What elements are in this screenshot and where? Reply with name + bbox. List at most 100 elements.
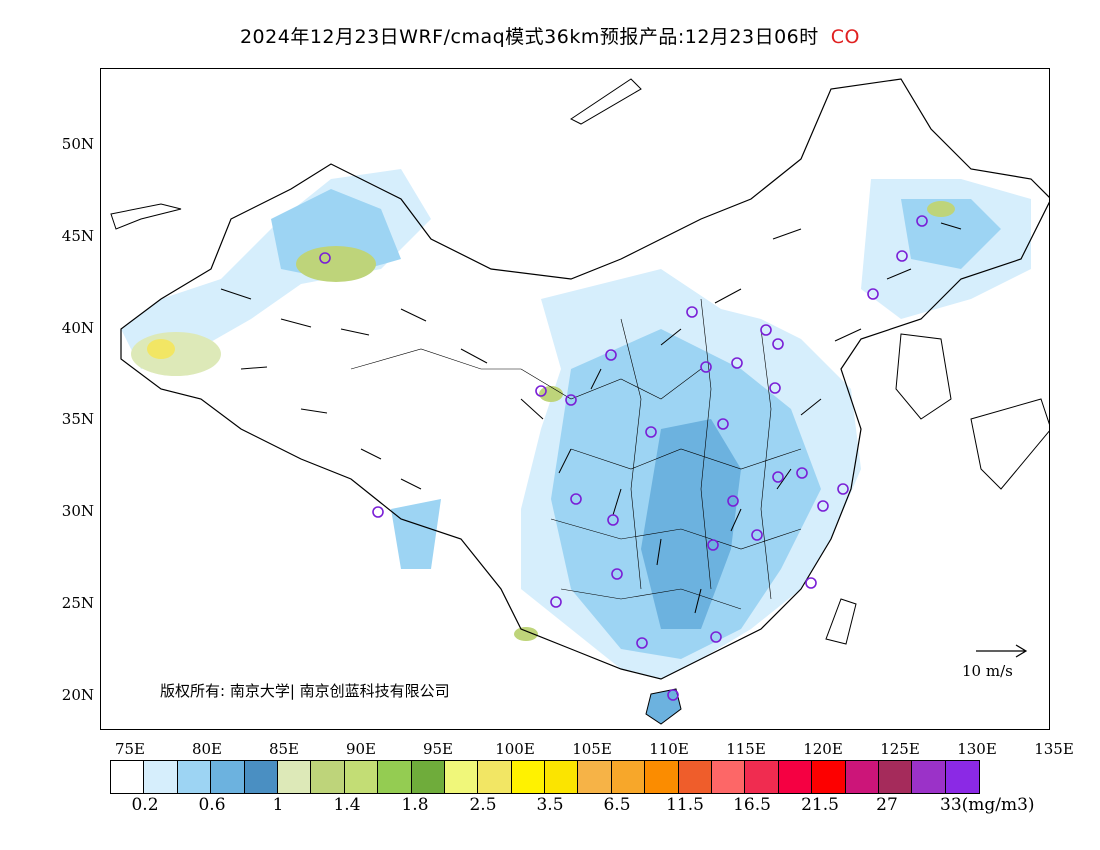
station-yinchuan	[605, 349, 617, 361]
station-nanjing	[796, 467, 808, 479]
station-urumqi	[319, 252, 331, 264]
lon-tick-120e: 120E	[803, 740, 843, 758]
station-hefei	[772, 471, 784, 483]
colorbar-label-1-4: 1.4	[333, 795, 361, 815]
colorbar-label-21-5: 21.5	[801, 795, 839, 815]
station-jinan	[769, 382, 781, 394]
lat-tick-35n: 35N	[61, 410, 94, 428]
japan-coast	[970, 398, 1049, 490]
lon-tick-125e: 125E	[880, 740, 920, 758]
lake-baikal	[570, 78, 642, 125]
colorbar-cell-23	[878, 761, 913, 793]
station-changsha	[707, 539, 719, 551]
colorbar-label-33-unit: 33(mg/m3)	[940, 795, 1035, 815]
colorbar-label-1: 1	[272, 795, 284, 815]
colorbar-cell-22	[845, 761, 879, 793]
station-shenyang	[867, 288, 879, 300]
station-taiyuan	[700, 361, 712, 373]
hotspot-urumqi	[296, 246, 376, 282]
colorbar-cell-20	[778, 761, 813, 793]
colorbar-cell-7	[344, 761, 379, 793]
station-beijing	[760, 324, 772, 336]
colorbar-cell-5	[277, 761, 312, 793]
station-haikou	[667, 689, 679, 701]
lon-tick-115e: 115E	[726, 740, 766, 758]
colorbar-cell-4	[244, 761, 278, 793]
station-shanghai	[837, 483, 849, 495]
hotspot-yunnan	[514, 627, 538, 641]
colorbar-label-11-5: 11.5	[666, 795, 704, 815]
korean-peninsula	[895, 333, 952, 420]
colorbar-cell-25	[945, 761, 980, 793]
lat-tick-25n: 25N	[61, 594, 94, 612]
colorbar-cell-2	[177, 761, 212, 793]
station-wuhan	[727, 495, 739, 507]
colorbar-cell-6	[311, 761, 345, 793]
station-nanning	[636, 637, 648, 649]
station-chengdu	[570, 493, 582, 505]
country-boundary	[120, 78, 1049, 680]
hotspot-xinjiang-west	[131, 332, 221, 376]
station-tianjin	[772, 338, 784, 350]
station-guiyang	[611, 568, 623, 580]
province-boundaries	[350, 298, 802, 610]
colorbar-label-27: 27	[876, 795, 898, 815]
hotspot-lanzhou	[539, 386, 563, 402]
wind-vectors	[220, 222, 962, 614]
lat-tick-50n: 50N	[61, 135, 94, 153]
station-markers	[319, 215, 928, 701]
colorbar-cell-3	[211, 761, 245, 793]
colorbar-label-0-6: 0.6	[198, 795, 226, 815]
lon-tick-80e: 80E	[191, 740, 223, 758]
station-harbin	[916, 215, 928, 227]
colorbar-label-0-2: 0.2	[131, 795, 159, 815]
station-xining	[535, 385, 547, 397]
colorbar-cell-13	[545, 761, 579, 793]
station-changchun	[896, 250, 908, 262]
station-chongqing	[607, 514, 619, 526]
colorbar-cell-0	[111, 761, 145, 793]
lat-tick-40n: 40N	[61, 319, 94, 337]
lat-tick-20n: 20N	[61, 686, 94, 704]
station-guangzhou	[710, 631, 722, 643]
lat-tick-45n: 45N	[61, 227, 94, 245]
lon-tick-75e: 75E	[114, 740, 146, 758]
colorbar-cell-21	[812, 761, 846, 793]
colorbar-cell-18	[712, 761, 746, 793]
station-hohhot	[686, 306, 698, 318]
lon-tick-130e: 130E	[957, 740, 997, 758]
colorbar-cell-16	[645, 761, 679, 793]
lon-tick-90e: 90E	[345, 740, 377, 758]
station-lhasa	[372, 506, 384, 518]
lon-tick-85e: 85E	[268, 740, 300, 758]
station-fuzhou	[805, 577, 817, 589]
species-label: CO	[830, 26, 861, 48]
colorbar-cell-9	[411, 761, 445, 793]
map-title: 2024年12月23日WRF/cmaq模式36km预报产品:12月23日06时 C…	[0, 22, 1100, 49]
colorbar-cell-8	[378, 761, 412, 793]
station-nanchang	[751, 529, 763, 541]
colorbar-cell-15	[611, 761, 646, 793]
station-kunming	[550, 596, 562, 608]
colorbar-label-1-8: 1.8	[401, 795, 429, 815]
hotspot-northeast	[927, 201, 955, 217]
concentration-field-southwest	[391, 499, 441, 569]
lat-tick-30n: 30N	[61, 502, 94, 520]
wind-scale-arrow	[976, 644, 1028, 658]
title-text: 2024年12月23日WRF/cmaq模式36km预报产品:12月23日06时	[239, 26, 819, 48]
colorbar-cell-1	[144, 761, 178, 793]
colorbar-cell-11	[478, 761, 512, 793]
map-panel[interactable]	[100, 68, 1050, 730]
colorbar-cell-19	[745, 761, 779, 793]
colorbar-label-3-5: 3.5	[536, 795, 564, 815]
colorbar-cell-10	[444, 761, 479, 793]
wind-scale-label: 10 m/s	[962, 662, 1013, 680]
map-canvas	[110, 78, 1049, 725]
lon-tick-95e: 95E	[422, 740, 454, 758]
station-zhengzhou	[717, 418, 729, 430]
colorbar	[110, 760, 981, 794]
taiwan-island	[825, 598, 857, 645]
concentration-field-northeast-mid	[901, 199, 1001, 269]
hotspot-core	[147, 339, 175, 359]
colorbar-cell-17	[678, 761, 713, 793]
